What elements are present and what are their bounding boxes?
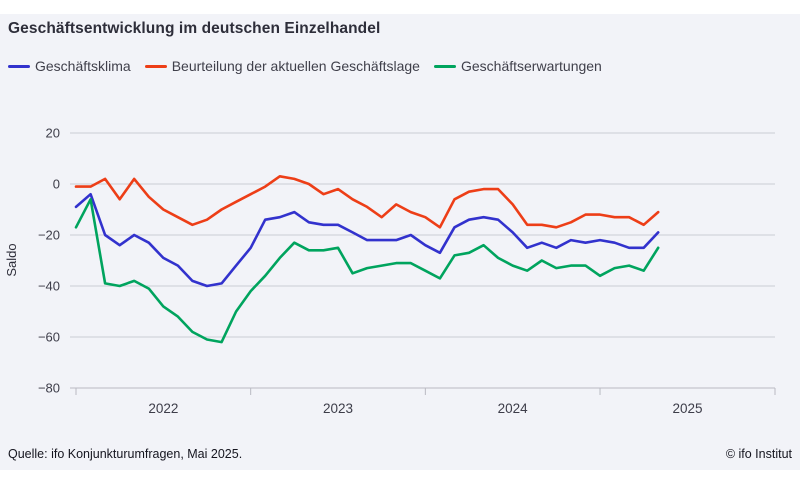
legend: Geschäftsklima Beurteilung der aktuellen… bbox=[8, 58, 602, 74]
y-tick-label: −20 bbox=[38, 228, 60, 243]
footer: Quelle: ifo Konjunkturumfragen, Mai 2025… bbox=[0, 447, 800, 461]
legend-label: Geschäftsklima bbox=[35, 58, 131, 74]
source-note: Quelle: ifo Konjunkturumfragen, Mai 2025… bbox=[8, 447, 243, 461]
legend-line-swatch-erwartungen bbox=[433, 64, 456, 68]
y-tick-label: 0 bbox=[53, 177, 60, 192]
x-tick-label-2025: 2025 bbox=[672, 401, 702, 416]
legend-item-geschaeftserwartungen[interactable]: Geschäftserwartungen bbox=[433, 58, 602, 74]
y-axis-title: Saldo bbox=[4, 243, 19, 276]
copyright-note: © ifo Institut bbox=[725, 447, 792, 461]
y-tick-label: −60 bbox=[38, 330, 60, 345]
y-tick-label: −40 bbox=[38, 279, 60, 294]
series-line-geschäftserwartungen[interactable] bbox=[74, 198, 660, 344]
y-tick-label: 20 bbox=[46, 126, 60, 141]
legend-item-geschaeftslage[interactable]: Beurteilung der aktuellen Geschäftslage bbox=[144, 58, 420, 74]
x-tick-label-2022: 2022 bbox=[148, 401, 178, 416]
legend-label: Beurteilung der aktuellen Geschäftslage bbox=[171, 58, 420, 74]
y-tick-label: −80 bbox=[38, 381, 60, 396]
legend-label: Geschäftserwartungen bbox=[460, 58, 602, 74]
x-tick-label-2024: 2024 bbox=[498, 401, 529, 416]
chart-title: Geschäftsentwicklung im deutschen Einzel… bbox=[8, 20, 381, 37]
legend-line-swatch-lage bbox=[144, 64, 167, 68]
legend-line-swatch-klima bbox=[8, 64, 30, 68]
series-line-beurteilung[interactable] bbox=[74, 175, 660, 229]
series-line-geschäftsklima[interactable] bbox=[74, 192, 660, 288]
chart-panel bbox=[0, 14, 800, 470]
legend-item-geschaeftsklima[interactable]: Geschäftsklima bbox=[8, 58, 131, 74]
x-tick-label-2023: 2023 bbox=[323, 401, 353, 416]
